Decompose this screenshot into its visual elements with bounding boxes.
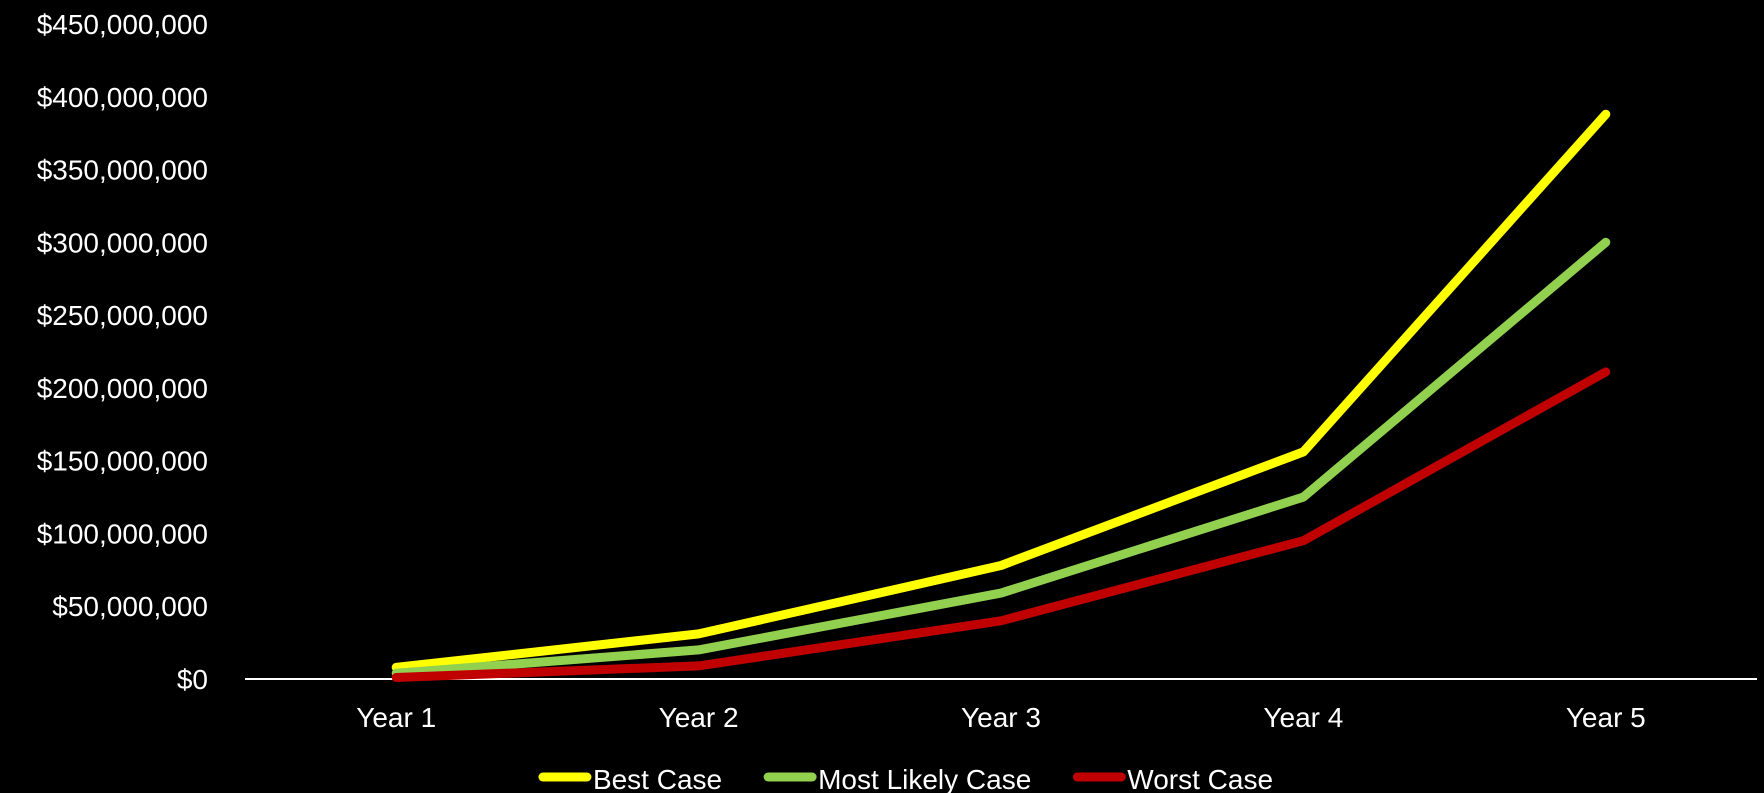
y-tick-label: $450,000,000 xyxy=(37,9,208,40)
x-axis-tick-labels: Year 1 Year 2 Year 3 Year 4 Year 5 xyxy=(356,702,1646,733)
x-tick-label: Year 4 xyxy=(1263,702,1343,733)
x-tick-label: Year 1 xyxy=(356,702,436,733)
legend-label: Best Case xyxy=(593,764,722,793)
y-tick-label: $300,000,000 xyxy=(37,227,208,258)
series-lines xyxy=(391,109,1611,682)
series-line-worst-case xyxy=(391,367,1611,682)
legend-label: Most Likely Case xyxy=(818,764,1031,793)
x-tick-label: Year 2 xyxy=(659,702,739,733)
legend: Best Case Most Likely Case Worst Case xyxy=(538,764,1273,793)
y-axis-tick-labels: $0 $50,000,000 $100,000,000 $150,000,000 $20… xyxy=(37,9,208,695)
y-tick-label: $200,000,000 xyxy=(37,373,208,404)
y-tick-label: $50,000,000 xyxy=(52,591,208,622)
y-tick-label: $100,000,000 xyxy=(37,518,208,549)
y-tick-label: $400,000,000 xyxy=(37,82,208,113)
y-tick-label: $0 xyxy=(177,664,208,695)
series-line-best-case xyxy=(391,109,1611,672)
y-tick-label: $250,000,000 xyxy=(37,300,208,331)
series-line-most-likely-case xyxy=(391,237,1611,678)
y-tick-label: $350,000,000 xyxy=(37,155,208,186)
x-tick-label: Year 5 xyxy=(1566,702,1646,733)
x-tick-label: Year 3 xyxy=(961,702,1041,733)
legend-label: Worst Case xyxy=(1127,764,1273,793)
y-tick-label: $150,000,000 xyxy=(37,446,208,477)
